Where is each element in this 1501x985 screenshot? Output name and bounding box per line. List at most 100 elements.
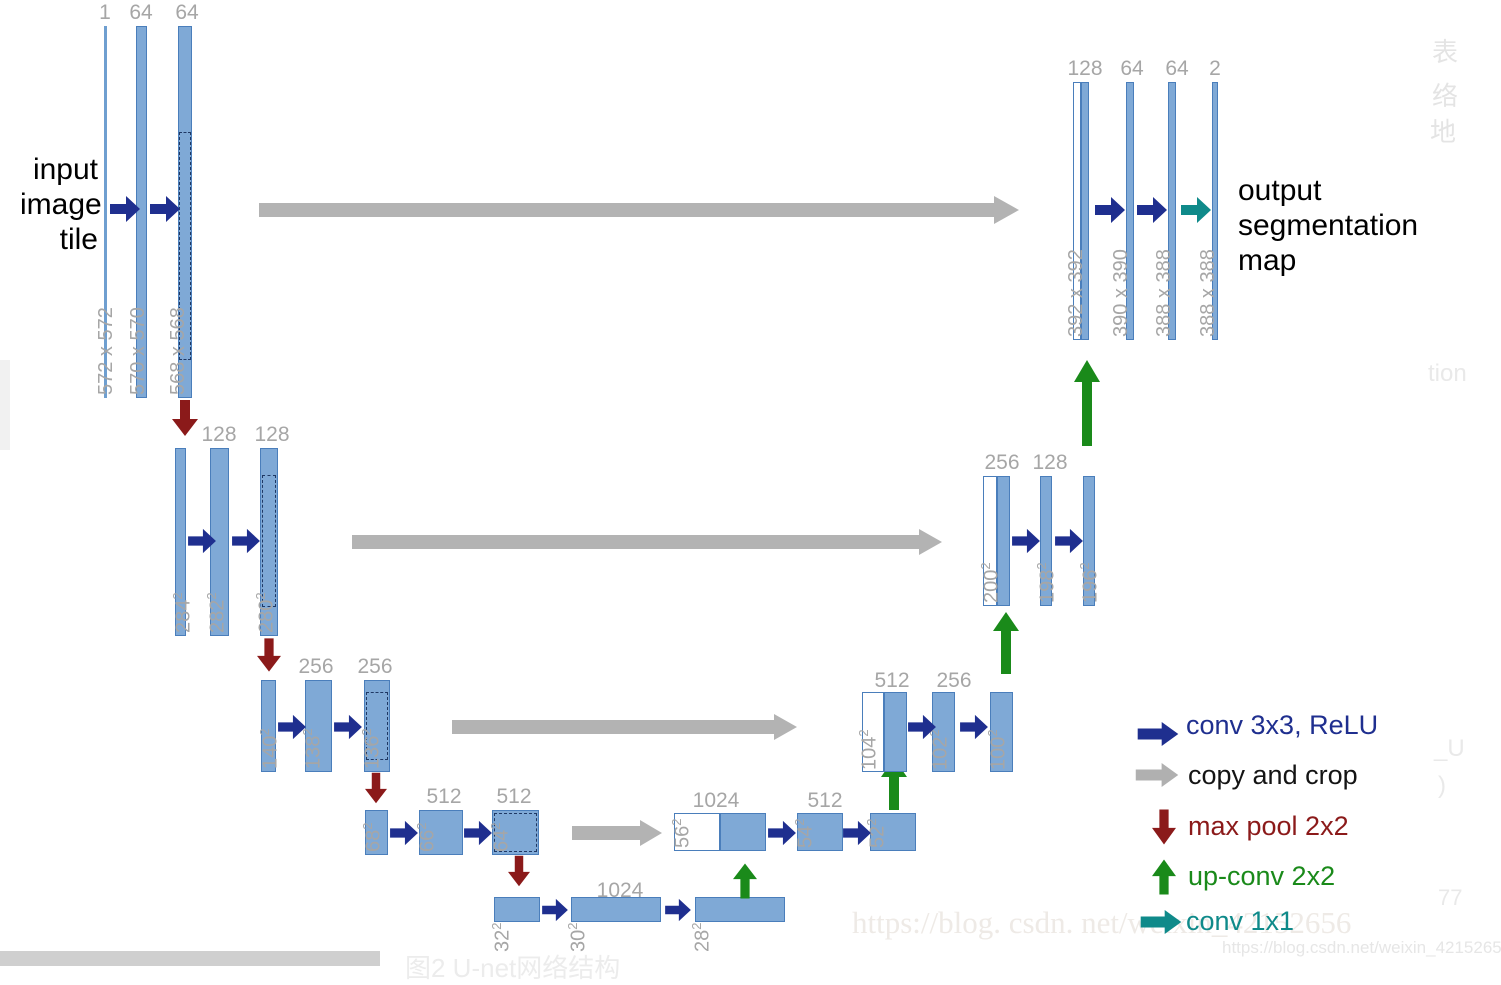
size-label-dec3-0: 1042: [856, 729, 881, 770]
size-label-bn-0: 322: [489, 922, 514, 952]
feature-block-dec2-b: [1040, 476, 1052, 606]
chan-label-enc4-1: 512: [496, 785, 532, 808]
crop-region-enc4: [494, 813, 537, 852]
bg-cjk-1: 表: [1432, 37, 1459, 67]
crop-region-enc3: [366, 692, 388, 760]
legend-icon-maxpool: [1152, 808, 1176, 846]
legend-label-conv3x3: conv 3x3, ReLU: [1186, 710, 1379, 740]
conv-arrow-enc1-1: [110, 195, 140, 223]
size-label-enc1-0: 572 x 572: [95, 307, 117, 395]
chan-label-enc4-0: 512: [426, 785, 462, 808]
conv-arrow-enc4-1: [390, 820, 418, 846]
conv-arrow-enc2-2: [232, 528, 260, 554]
conv-arrow-bn-2: [664, 898, 692, 922]
feature-block-enc1-b: [178, 26, 192, 398]
conv1x1-arrow-output: [1181, 196, 1211, 224]
feature-block-enc4-b: [419, 810, 463, 855]
conv-arrow-dec1-2: [1137, 196, 1167, 224]
feature-block-dec4-b: [797, 813, 843, 851]
bg-cjk-2: 络: [1432, 81, 1459, 111]
maxpool-arrow-3: [365, 772, 387, 804]
size-label-dec2-1: 1982: [1034, 562, 1059, 603]
feature-block-dec3-skip: [862, 692, 884, 772]
conv-arrow-enc3-2: [334, 714, 362, 740]
upconv-arrow-4: [733, 862, 757, 900]
crop-region-enc1: [179, 132, 191, 360]
input-image-tile-label: input image tile: [20, 153, 102, 256]
legend-icon-conv3x3: [1136, 722, 1180, 746]
legend-label-upconv: up-conv 2x2: [1188, 861, 1336, 891]
copy-crop-arrow-4: [572, 820, 662, 846]
feature-block-enc3-a: [261, 680, 276, 772]
bg-caption: 图2 U-net网络结构: [405, 953, 621, 983]
chan-label-enc2-0: 128: [201, 423, 237, 446]
size-label-dec1-3: 388 x 388: [1197, 249, 1219, 337]
chan-label-dec1-1: 64: [1120, 57, 1144, 80]
chan-label-dec4-0: 1024: [692, 789, 740, 812]
size-label-enc3-0: 1402: [257, 728, 282, 769]
size-label-dec1-0: 392 x 392: [1065, 249, 1087, 337]
feature-block-dec2-skip: [983, 476, 997, 606]
bg-frag-u: _U: [1434, 735, 1465, 762]
chan-label-dec3-0: 512: [874, 669, 910, 692]
feature-block-dec1-c: [1168, 82, 1176, 340]
copy-crop-arrow-1: [259, 196, 1019, 224]
crop-region-enc2: [262, 475, 276, 607]
conv-arrow-enc1-2: [150, 195, 180, 223]
upconv-arrow-1: [1074, 360, 1100, 446]
size-label-dec1-1: 390 x 390: [1110, 249, 1132, 337]
feature-block-enc3-c: [364, 680, 390, 772]
size-label-enc2-1: 2822: [204, 592, 229, 633]
conv-arrow-dec3-1: [908, 714, 936, 740]
feature-block-bottleneck-c: [695, 897, 785, 922]
size-label-enc2-2: 2802: [253, 592, 278, 633]
chan-label-dec2-1: 128: [1032, 451, 1068, 474]
bg-frag-tion: tion: [1428, 360, 1467, 387]
chan-label-dec2-0: 256: [984, 451, 1020, 474]
conv-arrow-dec3-2: [960, 714, 988, 740]
feature-block-enc2-c: [260, 448, 278, 636]
conv-arrow-enc4-2: [464, 820, 492, 846]
copy-crop-arrow-3: [452, 714, 797, 740]
chan-label-enc3-0: 256: [298, 655, 334, 678]
chan-label-dec1-3: 2: [1209, 57, 1221, 80]
feature-block-bottleneck-a: [494, 897, 540, 922]
conv-arrow-dec4-2: [843, 820, 871, 846]
size-label-dec2-0: 2002: [978, 562, 1003, 603]
maxpool-arrow-4: [508, 855, 530, 887]
feature-block-dec1-b: [1126, 82, 1134, 340]
conv-arrow-enc3-1: [278, 714, 306, 740]
feature-block-dec1-skip: [1073, 82, 1081, 340]
feature-block-enc3-b: [305, 680, 332, 772]
legend-icon-copy-crop: [1134, 763, 1180, 787]
conv-arrow-enc2-1: [188, 528, 216, 554]
copy-crop-arrow-2: [352, 529, 942, 555]
chan-label-enc1-0: 1: [99, 1, 111, 24]
conv-arrow-dec4-1: [768, 820, 796, 846]
conv-arrow-bn-1: [541, 898, 569, 922]
legend-icon-conv1x1: [1140, 910, 1182, 934]
chan-label-enc1-1: 64: [129, 1, 153, 24]
watermark-bottom: https://blog.csdn.net/weixin_42152656: [1222, 938, 1501, 957]
chan-label-dec4-1: 512: [807, 789, 843, 812]
conv-arrow-dec2-2: [1055, 528, 1083, 554]
chan-label-enc1-2: 64: [175, 1, 199, 24]
output-segmentation-map-label: output segmentation map: [1238, 174, 1419, 277]
feature-block-dec4-skip: [674, 813, 720, 851]
conv-arrow-dec1-1: [1095, 196, 1125, 224]
chan-label-dec1-0: 128: [1067, 57, 1103, 80]
chan-label-dec3-1: 256: [936, 669, 972, 692]
feature-block-dec3-up: [884, 692, 907, 772]
feature-block-bottleneck-b: [571, 897, 661, 922]
bottom-grey-bar: [0, 951, 380, 966]
feature-block-input: [104, 26, 107, 398]
chan-label-dec1-2: 64: [1165, 57, 1189, 80]
feature-block-output: [1212, 82, 1218, 340]
size-label-dec4-0: 562: [669, 818, 694, 848]
feature-block-dec1-up: [1081, 82, 1089, 340]
feature-block-enc4-a: [365, 810, 388, 855]
maxpool-arrow-1: [172, 400, 198, 436]
legend-label-copy-crop: copy and crop: [1188, 760, 1358, 790]
size-label-dec1-2: 388 x 388: [1153, 249, 1175, 337]
watermark-main: https://blog. csdn. net/weixin_42152656: [852, 905, 1352, 940]
